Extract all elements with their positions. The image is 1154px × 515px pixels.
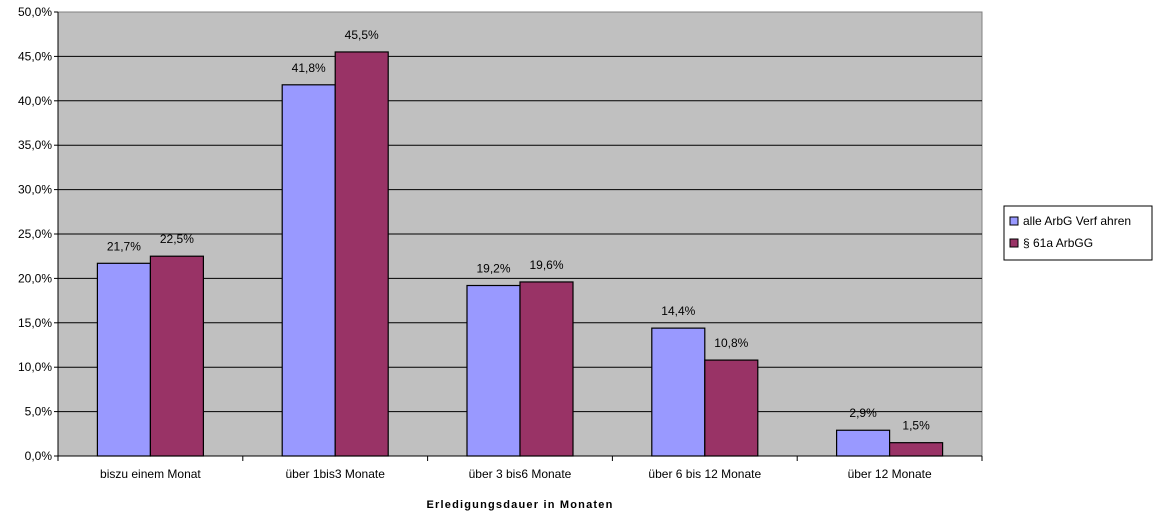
x-category-label: über 1bis3 Monate — [285, 467, 385, 481]
x-axis: biszu einem Monat über 1bis3 Monate über 3… — [57, 455, 983, 481]
data-label: 45,5% — [345, 28, 379, 42]
legend: alle ArbG Verf ahren § 61a ArbGG — [1003, 205, 1153, 261]
data-label: 21,7% — [107, 239, 141, 253]
y-axis: 0,0% 5,0% 10,0% 15,0% 20,0% 25,0% 30,0% 35,0% 40… — [18, 5, 59, 463]
bar — [519, 281, 574, 457]
y-tick-label: 10,0% — [18, 360, 52, 374]
legend-label: § 61a ArbGG — [1023, 236, 1093, 250]
bar — [281, 84, 336, 457]
data-label: 10,8% — [714, 336, 748, 350]
y-tick-label: 20,0% — [18, 271, 52, 285]
bar — [96, 262, 152, 457]
y-tick-label: 15,0% — [18, 316, 52, 330]
gridlines — [58, 55, 982, 413]
bar — [835, 429, 891, 457]
bars: 21,7% 22,5% 41,8% 45,5% 19,2% 19,6% 14,4% 10,8%… — [96, 28, 944, 457]
data-label: 22,5% — [160, 232, 194, 246]
x-axis-title: Erledigungsdauer in Monaten — [426, 499, 613, 511]
data-label: 2,9% — [849, 406, 877, 420]
bar — [466, 284, 521, 457]
legend-swatch — [1009, 238, 1019, 248]
bar — [334, 51, 389, 457]
x-category-label: über 6 bis 12 Monate — [648, 467, 761, 481]
legend-swatch — [1009, 216, 1019, 226]
bar — [888, 442, 944, 457]
data-label: 19,2% — [476, 262, 510, 276]
bar — [651, 327, 706, 457]
y-tick-label: 45,0% — [18, 49, 52, 63]
x-category-label: biszu einem Monat — [100, 467, 201, 481]
y-tick-label: 30,0% — [18, 183, 52, 197]
y-tick-label: 40,0% — [18, 94, 52, 108]
y-tick-label: 50,0% — [18, 5, 52, 19]
data-label: 14,4% — [661, 304, 695, 318]
x-category-label: über 12 Monate — [848, 467, 932, 481]
data-label: 41,8% — [292, 61, 326, 75]
y-tick-label: 25,0% — [18, 227, 52, 241]
y-tick-label: 35,0% — [18, 138, 52, 152]
data-label: 1,5% — [902, 419, 930, 433]
y-tick-label: 0,0% — [25, 449, 53, 463]
legend-box — [1003, 205, 1153, 261]
legend-label: alle ArbG Verf ahren — [1023, 214, 1131, 228]
data-label: 19,6% — [529, 258, 563, 272]
bar — [704, 359, 759, 457]
y-tick-label: 5,0% — [25, 405, 53, 419]
bar — [149, 255, 204, 457]
x-category-label: über 3 bis6 Monate — [469, 467, 572, 481]
